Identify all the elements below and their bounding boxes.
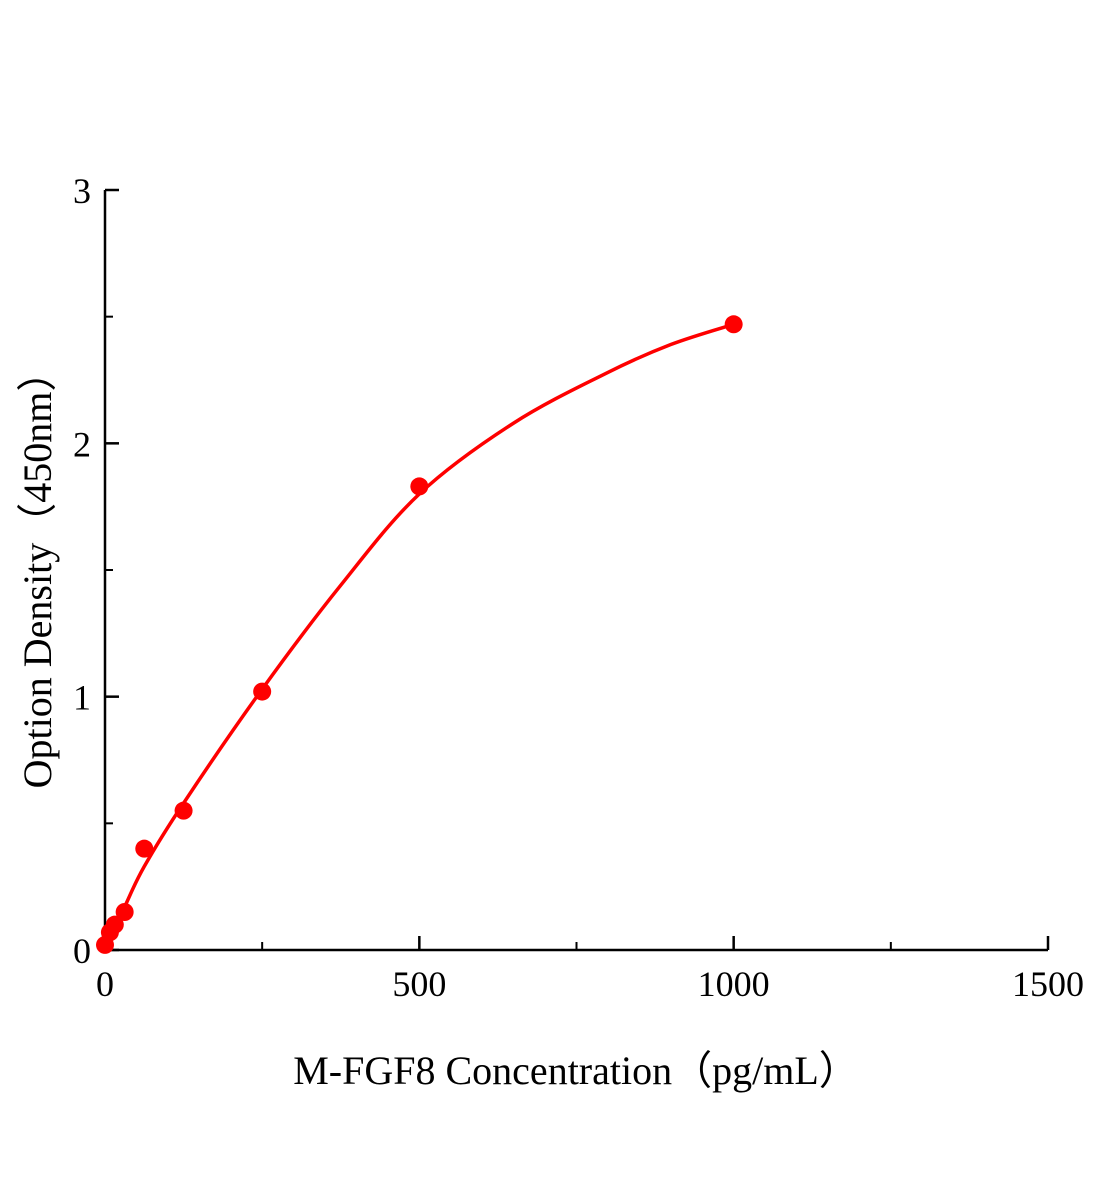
y-tick-label: 1 [73, 678, 91, 718]
y-tick-label: 0 [73, 931, 91, 971]
data-point [115, 903, 134, 921]
data-point [105, 915, 124, 934]
x-axis-title: M-FGF8 Concentration（pg/mL） [293, 1048, 859, 1093]
x-tick-label: 0 [96, 964, 114, 1004]
y-tick-label: 3 [73, 171, 91, 211]
data-point [410, 477, 429, 496]
data-point [135, 839, 154, 858]
x-tick-label: 500 [392, 964, 446, 1004]
x-tick-label: 1500 [1012, 964, 1084, 1004]
data-point [253, 682, 272, 701]
y-axis-title: Option Density（450nm） [15, 351, 60, 789]
data-point [724, 315, 743, 334]
fitted-curve [103, 322, 736, 952]
y-tick-label: 2 [73, 424, 91, 464]
x-tick-label: 1000 [698, 964, 770, 1004]
data-point [174, 801, 193, 820]
